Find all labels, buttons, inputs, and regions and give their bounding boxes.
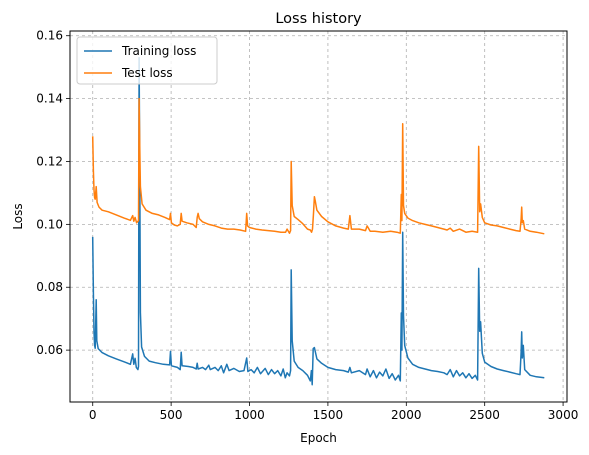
y-tick-label: 0.08: [36, 280, 63, 294]
y-axis-label: Loss: [11, 203, 25, 229]
x-tick-label: 0: [89, 408, 97, 422]
x-tick-label: 1500: [313, 408, 344, 422]
x-axis-label: Epoch: [300, 431, 337, 445]
y-tick-label: 0.12: [36, 154, 63, 168]
y-tick-label: 0.10: [36, 217, 63, 231]
axes-frame: [69, 30, 568, 403]
x-tick-label: 2000: [391, 408, 422, 422]
x-tick-label: 3000: [548, 408, 579, 422]
legend-label-training-loss: Training loss: [121, 44, 196, 58]
series-lines: [91, 56, 545, 386]
ticks: 0 500 1000 1500 2000 2500 3000 0.06 0.08 0.10 0.12…: [36, 29, 578, 422]
x-tick-label: 2500: [469, 408, 500, 422]
training-loss-line: [91, 56, 545, 386]
y-tick-label: 0.06: [36, 343, 63, 357]
test-loss-line: [91, 97, 545, 235]
chart-title: Loss history: [275, 11, 362, 27]
legend: Training loss Test loss: [76, 36, 218, 85]
legend-label-test-loss: Test loss: [121, 66, 173, 80]
y-tick-label: 0.14: [36, 92, 63, 106]
x-tick-label: 1000: [234, 408, 265, 422]
grid: [70, 31, 567, 402]
x-tick-label: 500: [160, 408, 183, 422]
y-tick-label: 0.16: [36, 29, 63, 43]
